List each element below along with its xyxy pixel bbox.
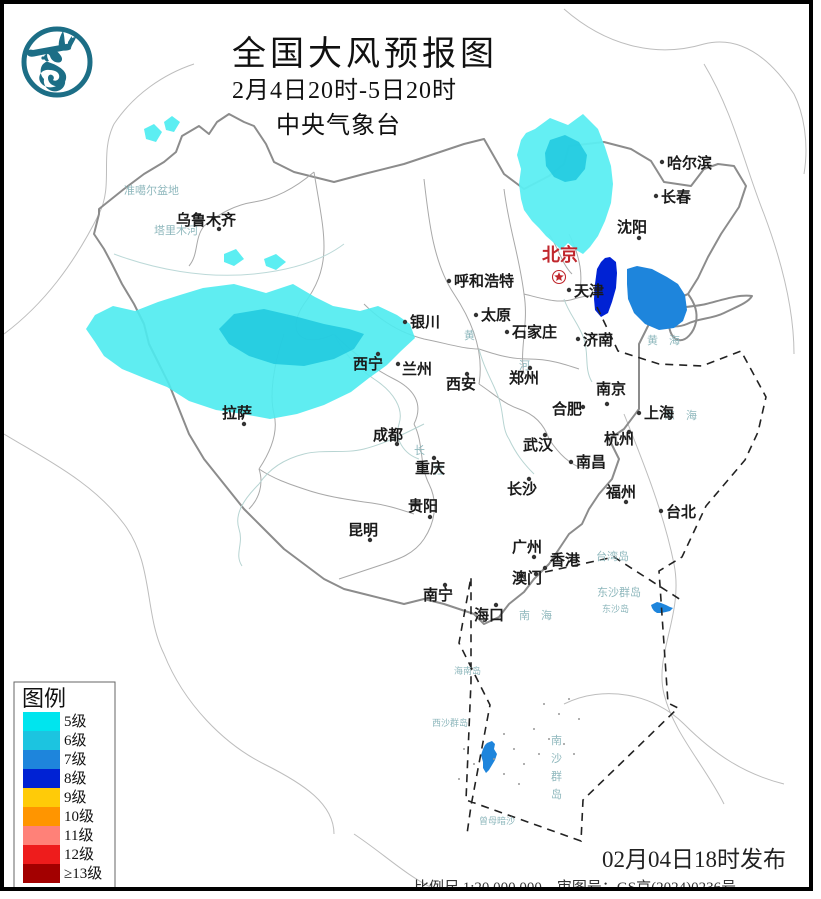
svg-text:东沙岛: 东沙岛	[602, 603, 629, 614]
svg-text:郑州: 郑州	[509, 369, 539, 387]
svg-text:乌鲁木齐: 乌鲁木齐	[176, 211, 237, 229]
svg-text:太原: 太原	[481, 306, 511, 324]
svg-text:长沙: 长沙	[507, 480, 537, 498]
svg-text:南昌: 南昌	[576, 453, 606, 471]
svg-text:11级: 11级	[64, 827, 93, 844]
svg-text:东沙群岛: 东沙群岛	[597, 585, 641, 599]
svg-text:台湾岛: 台湾岛	[596, 549, 629, 563]
svg-text:9级: 9级	[64, 789, 87, 806]
svg-text:沙: 沙	[551, 752, 562, 765]
svg-text:曾母暗沙: 曾母暗沙	[479, 815, 515, 826]
svg-text:南京: 南京	[596, 380, 626, 398]
svg-text:天津: 天津	[574, 282, 604, 300]
svg-text:准噶尔盆地: 准噶尔盆地	[124, 183, 179, 197]
svg-text:10级: 10级	[64, 808, 94, 825]
svg-text:广州: 广州	[512, 538, 542, 556]
svg-text:西沙群岛: 西沙群岛	[432, 717, 468, 728]
svg-text:南宁: 南宁	[423, 586, 453, 604]
svg-text:群: 群	[551, 769, 562, 783]
svg-text:黄 海: 黄 海	[647, 333, 680, 347]
svg-text:海口: 海口	[474, 606, 504, 624]
svg-text:7级: 7级	[64, 751, 87, 768]
svg-text:重庆: 重庆	[415, 459, 445, 477]
svg-text:兰州: 兰州	[402, 360, 432, 378]
svg-text:5级: 5级	[64, 713, 87, 730]
svg-text:黄: 黄	[464, 328, 475, 342]
svg-text:南: 南	[551, 734, 562, 747]
svg-text:岛: 岛	[551, 787, 562, 801]
svg-text:澳门: 澳门	[512, 569, 542, 587]
svg-text:香港: 香港	[550, 551, 581, 569]
svg-text:杭州: 杭州	[604, 430, 634, 448]
svg-text:昆明: 昆明	[348, 522, 378, 539]
svg-text:≥13级: ≥13级	[64, 865, 102, 882]
svg-text:呼和浩特: 呼和浩特	[454, 272, 514, 290]
svg-text:合肥: 合肥	[551, 400, 582, 418]
svg-text:贵阳: 贵阳	[408, 497, 438, 515]
svg-text:12级: 12级	[64, 846, 94, 863]
svg-text:北京: 北京	[542, 244, 578, 265]
svg-text:6级: 6级	[64, 732, 87, 749]
svg-text:台北: 台北	[666, 503, 696, 521]
svg-text:西安: 西安	[446, 375, 476, 393]
svg-text:拉萨: 拉萨	[222, 404, 252, 422]
svg-text:西宁: 西宁	[353, 355, 383, 373]
svg-text:银川: 银川	[410, 313, 440, 331]
svg-text:福州: 福州	[605, 483, 636, 501]
svg-text:哈尔滨: 哈尔滨	[667, 154, 712, 172]
svg-text:长春: 长春	[661, 188, 691, 206]
svg-text:沈阳: 沈阳	[617, 218, 647, 236]
svg-text:长: 长	[414, 444, 425, 457]
svg-text:上海: 上海	[644, 404, 674, 422]
svg-text:南 海: 南 海	[519, 608, 552, 622]
svg-text:8级: 8级	[64, 770, 87, 787]
svg-text:图例: 图例	[22, 686, 66, 711]
svg-text:石家庄: 石家庄	[511, 323, 557, 341]
svg-text:武汉: 武汉	[523, 436, 554, 454]
svg-text:成都: 成都	[373, 426, 403, 444]
svg-text:济南: 济南	[583, 331, 613, 349]
svg-text:海南岛: 海南岛	[454, 665, 481, 676]
